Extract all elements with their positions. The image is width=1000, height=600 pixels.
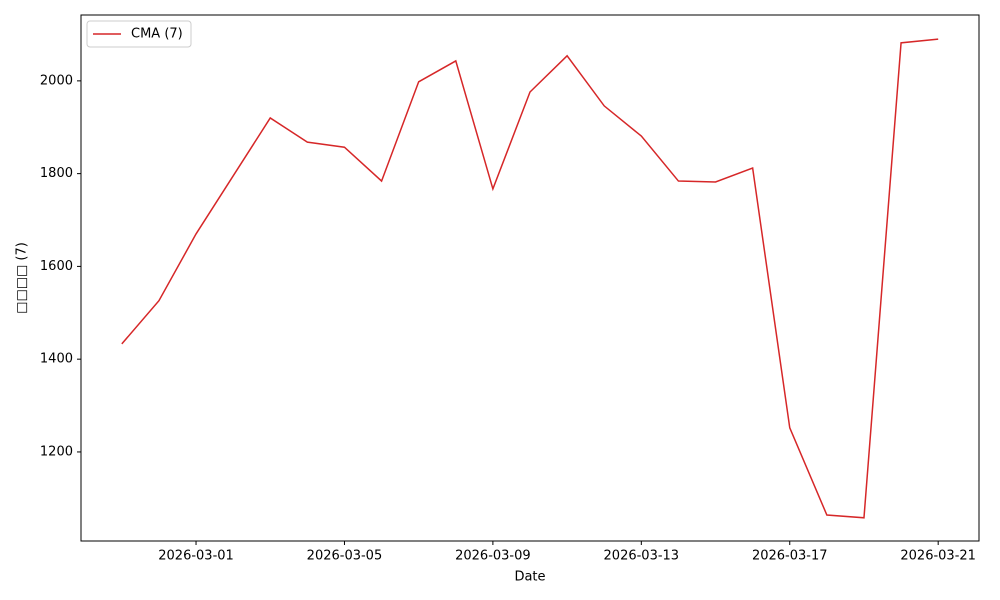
y-tick-label: 2000 [40, 73, 73, 88]
line-series [121, 38, 939, 519]
x-tick-label: 2026-03-01 [158, 549, 234, 564]
y-tick-label: 1600 [40, 259, 73, 274]
x-tick-label: 2026-03-13 [604, 549, 680, 564]
x-tick-label: 2026-03-05 [307, 549, 383, 564]
legend-label: CMA (7) [131, 27, 183, 42]
x-tick-label: 2026-03-21 [900, 549, 976, 564]
plot-frame [80, 14, 980, 542]
legend-box [86, 20, 192, 48]
x-tick-label: 2026-03-17 [752, 549, 828, 564]
y-tick-label: 1400 [40, 352, 73, 367]
y-axis-label: □□□□ (7) [15, 242, 30, 314]
y-tick-label: 1800 [40, 166, 73, 181]
x-tick-label: 2026-03-09 [455, 549, 531, 564]
x-axis-label: Date [514, 570, 545, 585]
y-tick-label: 1200 [40, 444, 73, 459]
